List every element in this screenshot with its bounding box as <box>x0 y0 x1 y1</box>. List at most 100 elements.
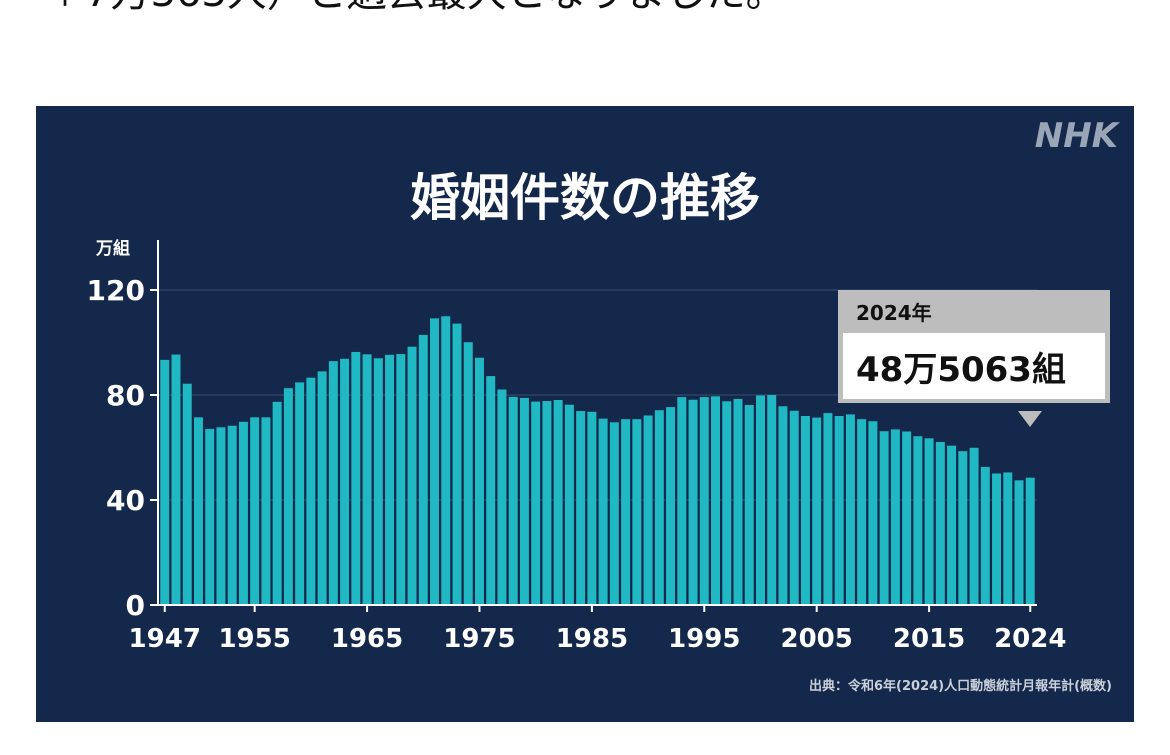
bar <box>486 376 496 605</box>
bar <box>1025 477 1035 605</box>
bar <box>767 395 777 605</box>
bar <box>666 407 676 605</box>
bar <box>261 417 271 605</box>
bar <box>385 354 395 605</box>
bar <box>553 399 563 605</box>
bar <box>980 466 990 605</box>
bar <box>958 451 968 605</box>
bar <box>755 395 765 605</box>
bar <box>171 354 181 605</box>
bar <box>992 473 1002 605</box>
bar <box>778 406 788 605</box>
bar <box>913 436 923 605</box>
bar <box>497 389 507 605</box>
callout-title: 2024年 <box>856 301 932 325</box>
bar <box>531 401 541 605</box>
bar <box>463 342 473 605</box>
bar <box>699 397 709 605</box>
bar <box>328 361 338 605</box>
bar <box>216 427 226 605</box>
bar <box>430 318 440 605</box>
bar <box>643 415 653 605</box>
bar <box>441 316 451 605</box>
bar <box>924 438 934 605</box>
bar <box>800 416 810 605</box>
bar <box>722 401 732 605</box>
bar <box>902 431 912 605</box>
bar <box>609 422 619 605</box>
bar <box>857 419 867 605</box>
bar <box>160 359 170 605</box>
plot: 0 40 80 120 1947 1955 1965 1975 1985 1995 2005 2015… <box>87 240 1066 654</box>
x-tick-label: 1965 <box>331 624 403 654</box>
bar <box>947 445 957 605</box>
bar <box>812 417 822 605</box>
y-tick-label: 80 <box>106 379 145 412</box>
x-tick-label: 1985 <box>556 624 628 654</box>
bar <box>519 397 529 605</box>
bar <box>283 388 293 605</box>
bar <box>621 419 631 605</box>
bar <box>935 441 945 605</box>
x-tick-label: 1995 <box>668 624 740 654</box>
y-tick-label: 40 <box>106 484 145 517</box>
bar <box>789 410 799 605</box>
bar <box>306 377 316 605</box>
bar <box>193 417 203 605</box>
bar <box>508 396 518 605</box>
bar <box>351 351 361 605</box>
bar <box>182 383 192 605</box>
x-tick-label: 2015 <box>893 624 965 654</box>
bar <box>418 334 428 605</box>
bar <box>205 428 215 605</box>
bar <box>823 413 833 605</box>
bar <box>733 398 743 605</box>
bar <box>542 401 552 605</box>
bar <box>1003 472 1013 605</box>
bar <box>238 421 248 605</box>
bar <box>711 396 721 605</box>
bar <box>890 429 900 605</box>
source: 出典：令和6年(2024)人口動態統計月報年計(概数) <box>809 678 1112 694</box>
x-tick-label: 1955 <box>218 624 290 654</box>
y-tick-label: 0 <box>126 589 145 622</box>
bar <box>295 382 305 605</box>
bar <box>969 447 979 605</box>
bar <box>250 417 260 605</box>
callout-inner <box>843 333 1105 399</box>
bar <box>272 401 282 605</box>
logo: NHK <box>1035 116 1121 156</box>
x-tick-label: 1947 <box>129 624 201 654</box>
bar <box>677 397 687 605</box>
bar <box>317 371 327 605</box>
bar <box>587 411 597 605</box>
bar <box>654 410 664 605</box>
callout: 2024年 48万5063組 <box>838 290 1110 427</box>
bar <box>452 323 462 605</box>
article-text: ＋7万363人）と過去最大となりました。 <box>45 0 786 16</box>
x-tick-label: 2024 <box>994 624 1066 654</box>
bar <box>362 354 372 605</box>
bar <box>227 425 237 605</box>
callout-pointer <box>1018 411 1042 427</box>
bar <box>744 404 754 605</box>
bar <box>598 418 608 605</box>
bar <box>879 431 889 605</box>
bar <box>373 358 383 605</box>
bar <box>474 357 484 605</box>
chart-title: 婚姻件数の推移 <box>410 169 760 227</box>
bar <box>576 411 586 605</box>
bar <box>845 414 855 605</box>
x-tick-label: 2005 <box>781 624 853 654</box>
callout-text: 48万5063組 <box>856 350 1066 390</box>
bar <box>407 346 417 605</box>
bar <box>688 399 698 605</box>
y-tick-label: 120 <box>87 274 145 307</box>
bar <box>396 354 406 605</box>
bar <box>834 416 844 605</box>
bar <box>564 404 574 605</box>
y-unit: 万組 <box>95 238 130 259</box>
bar <box>632 419 642 605</box>
bar <box>1014 480 1024 605</box>
